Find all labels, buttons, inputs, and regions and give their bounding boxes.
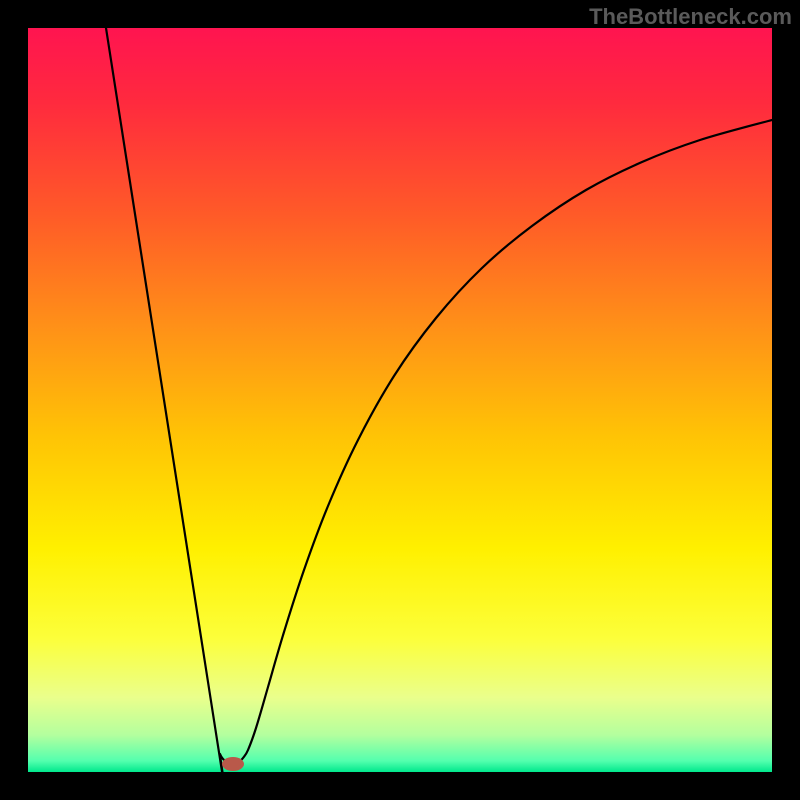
chart-plot-area bbox=[28, 28, 772, 772]
chart-background bbox=[28, 28, 772, 772]
watermark-text: TheBottleneck.com bbox=[589, 4, 792, 30]
optimal-point-marker bbox=[222, 757, 244, 771]
bottleneck-chart bbox=[28, 28, 772, 772]
